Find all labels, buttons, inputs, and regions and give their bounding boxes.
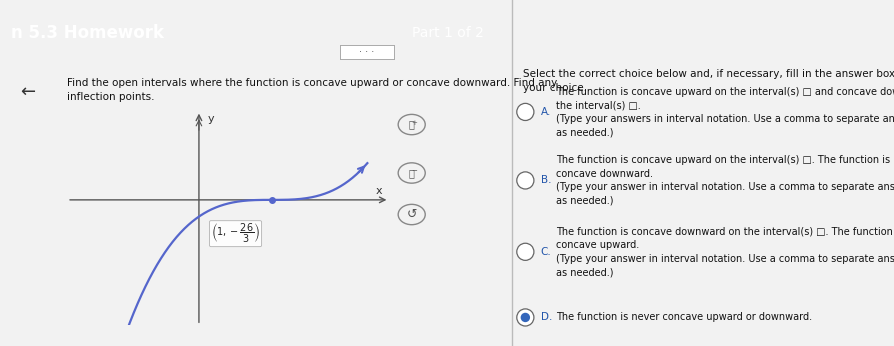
Text: +: + bbox=[411, 120, 417, 126]
Text: y: y bbox=[207, 113, 214, 124]
Text: x: x bbox=[375, 186, 382, 196]
Text: · · ·: · · · bbox=[358, 47, 375, 57]
Ellipse shape bbox=[516, 172, 534, 189]
Text: Ｑ: Ｑ bbox=[409, 120, 414, 129]
Text: Select the correct choice below and, if necessary, fill in the answer box(es) to: Select the correct choice below and, if … bbox=[523, 69, 894, 93]
Ellipse shape bbox=[516, 243, 534, 261]
Text: ↺: ↺ bbox=[406, 208, 417, 221]
Text: −: − bbox=[411, 168, 417, 174]
Text: The function is concave upward on the interval(s) □. The function is never
conca: The function is concave upward on the in… bbox=[555, 155, 894, 206]
Ellipse shape bbox=[516, 103, 534, 120]
Ellipse shape bbox=[520, 313, 529, 322]
Text: The function is never concave upward or downward.: The function is never concave upward or … bbox=[555, 312, 811, 322]
Text: A.: A. bbox=[540, 107, 551, 117]
Text: The function is concave upward on the interval(s) □ and concave downward on
the : The function is concave upward on the in… bbox=[555, 86, 894, 137]
Text: C.: C. bbox=[540, 247, 551, 257]
Text: B.: B. bbox=[540, 175, 551, 185]
Text: n 5.3 Homework: n 5.3 Homework bbox=[11, 24, 164, 42]
Text: The function is concave downward on the interval(s) □. The function is never
con: The function is concave downward on the … bbox=[555, 226, 894, 277]
Text: Find the open intervals where the function is concave upward or concave downward: Find the open intervals where the functi… bbox=[66, 78, 556, 102]
Text: ←: ← bbox=[21, 83, 36, 101]
Ellipse shape bbox=[516, 309, 534, 326]
Text: Ｑ: Ｑ bbox=[409, 168, 414, 178]
Text: D.: D. bbox=[540, 312, 552, 322]
Text: Part 1 of 2: Part 1 of 2 bbox=[411, 26, 483, 40]
Text: $\left(1,-\dfrac{26}{3}\right)$: $\left(1,-\dfrac{26}{3}\right)$ bbox=[211, 222, 260, 245]
